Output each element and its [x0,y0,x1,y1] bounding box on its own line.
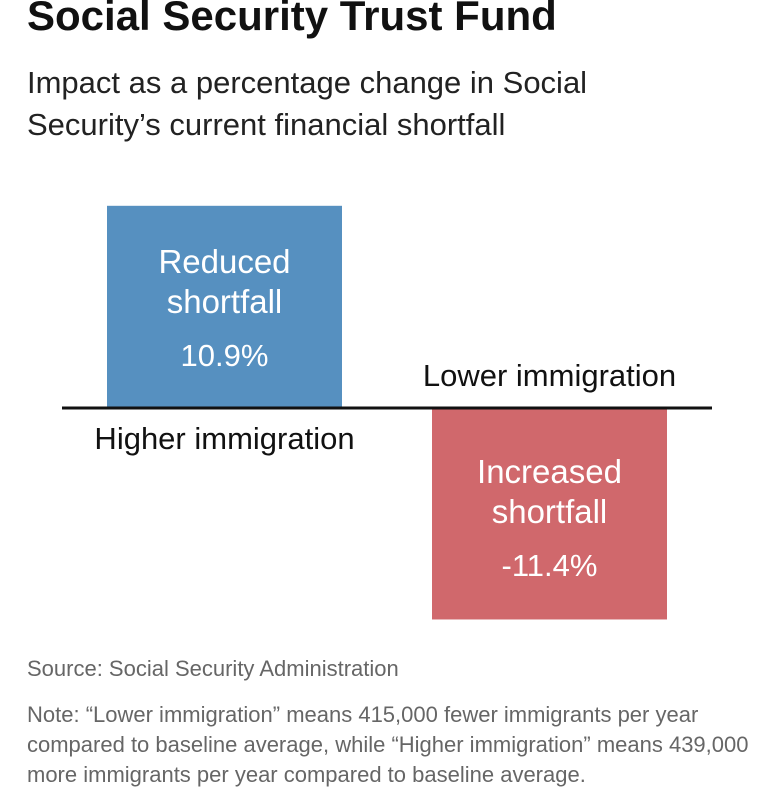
bar [107,205,342,408]
category-label: Higher immigration [94,421,355,456]
source: Source: Social Security Administration [27,656,399,681]
bar [432,408,667,620]
bar-label: Increased shortfall [477,453,622,530]
value-label: -11.4% [501,548,598,583]
value-label: 10.9% [180,337,269,373]
bar-label: Reduced shortfall [158,242,291,320]
note: Note: “Lower immigration” means 415,000 … [27,702,749,787]
chart-subtitle: Impact as a percentage change in Social … [27,65,588,142]
category-label: Lower immigration [422,358,677,393]
chart-title: Social Security Trust Fund [27,0,557,39]
